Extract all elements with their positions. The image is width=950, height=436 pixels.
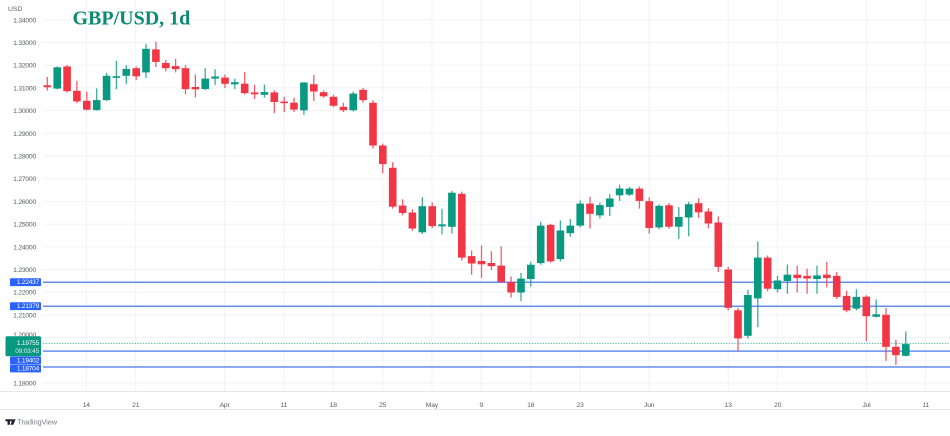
svg-text:1.22000: 1.22000 xyxy=(13,290,36,297)
svg-text:1.27000: 1.27000 xyxy=(13,176,36,183)
svg-text:1.20000: 1.20000 xyxy=(13,332,36,339)
svg-text:1.18000: 1.18000 xyxy=(13,381,36,388)
svg-text:1.22437: 1.22437 xyxy=(17,279,40,286)
svg-text:1.31000: 1.31000 xyxy=(13,85,36,92)
svg-text:11: 11 xyxy=(280,402,287,409)
svg-text:1.19402: 1.19402 xyxy=(17,357,40,364)
svg-text:1.23000: 1.23000 xyxy=(13,267,36,274)
svg-text:1.34000: 1.34000 xyxy=(13,17,36,24)
svg-text:11: 11 xyxy=(922,402,929,409)
svg-text:Jun: Jun xyxy=(644,402,655,409)
svg-text:TradingView: TradingView xyxy=(17,418,57,427)
svg-text:1.30000: 1.30000 xyxy=(13,108,36,115)
svg-text:18: 18 xyxy=(330,402,338,409)
svg-text:1.29000: 1.29000 xyxy=(13,131,36,138)
svg-text:20: 20 xyxy=(774,402,782,409)
svg-text:1.19755: 1.19755 xyxy=(17,340,40,347)
svg-text:1.25000: 1.25000 xyxy=(13,222,36,229)
svg-text:25: 25 xyxy=(379,402,387,409)
svg-text:1.33000: 1.33000 xyxy=(13,40,36,47)
svg-text:21: 21 xyxy=(132,402,140,409)
svg-text:May: May xyxy=(426,402,439,409)
svg-text:1.24000: 1.24000 xyxy=(13,244,36,251)
svg-text:1.18704: 1.18704 xyxy=(17,366,40,373)
svg-text:16: 16 xyxy=(527,402,535,409)
svg-text:1.26000: 1.26000 xyxy=(13,199,36,206)
svg-text:09:03:45: 09:03:45 xyxy=(15,348,39,355)
svg-text:23: 23 xyxy=(576,402,584,409)
svg-text:9: 9 xyxy=(480,402,484,409)
svg-text:14: 14 xyxy=(83,402,91,409)
svg-text:USD: USD xyxy=(8,6,22,13)
svg-text:1.28000: 1.28000 xyxy=(13,154,36,161)
svg-text:13: 13 xyxy=(725,402,733,409)
svg-text:GBP/USD, 1d: GBP/USD, 1d xyxy=(73,7,191,29)
svg-text:1.32000: 1.32000 xyxy=(13,63,36,70)
svg-text:1.21379: 1.21379 xyxy=(17,303,40,310)
svg-text:Apr: Apr xyxy=(220,402,231,409)
svg-text:1.21000: 1.21000 xyxy=(13,312,36,319)
svg-text:Jul: Jul xyxy=(862,402,871,409)
